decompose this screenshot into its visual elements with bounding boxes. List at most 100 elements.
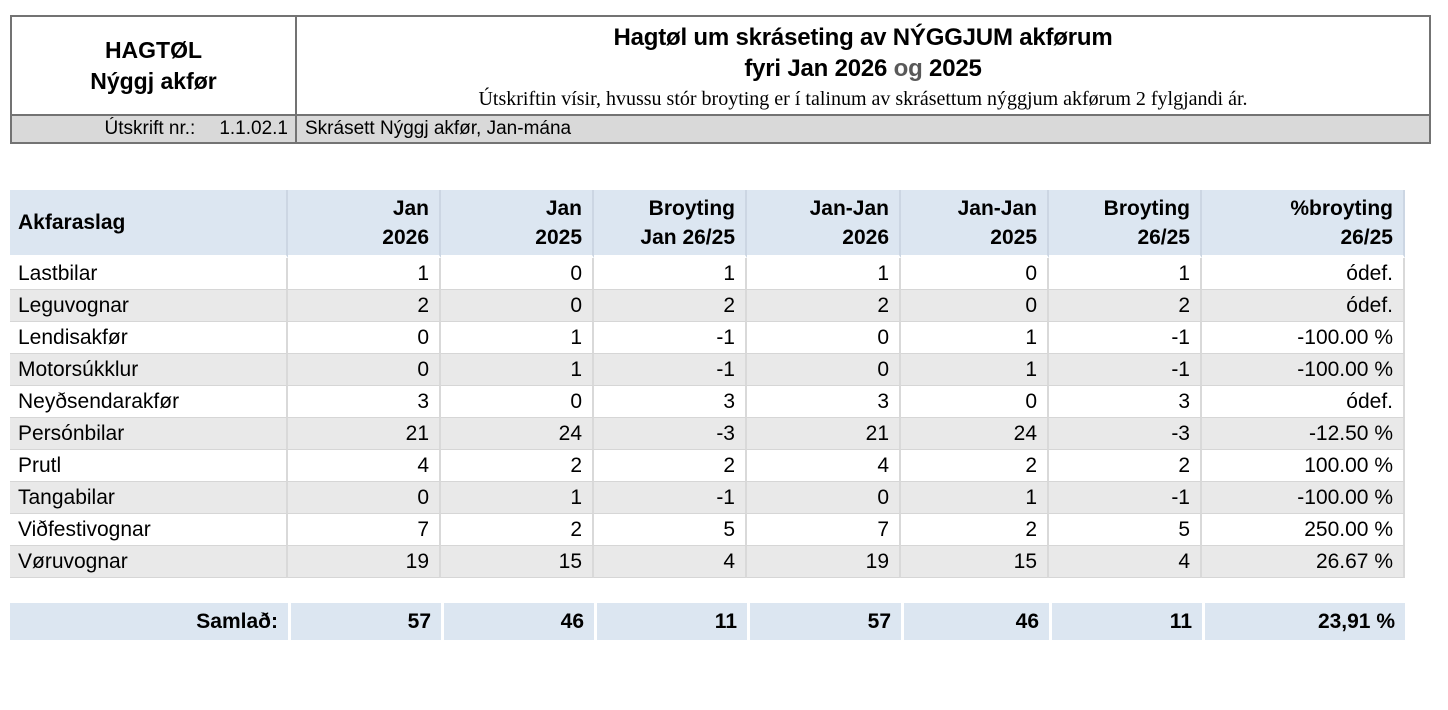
value-cell: 250.00 % — [1202, 514, 1405, 546]
row-label-cell: Lastbilar — [10, 258, 288, 290]
column-header: Akfaraslag — [10, 190, 288, 258]
column-header: %broyting 26/25 — [1202, 190, 1405, 258]
table-row: Tangabilar 0 1 -1 0 1 -1 -100.00 % — [10, 482, 1405, 514]
table-row: Lendisakfør 0 1 -1 0 1 -1 -100.00 % — [10, 322, 1405, 354]
table-row: Viðfestivognar 7 2 5 7 2 5 250.00 % — [10, 514, 1405, 546]
table-row: Prutl 4 2 2 4 2 2 100.00 % — [10, 450, 1405, 482]
value-cell: 15 — [441, 546, 594, 578]
table-row: Neyðsendarakfør 3 0 3 3 0 3 ódef. — [10, 386, 1405, 418]
value-cell: 1 — [288, 258, 441, 290]
row-label-cell: Viðfestivognar — [10, 514, 288, 546]
row-label-cell: Vøruvognar — [10, 546, 288, 578]
value-cell: 1 — [441, 354, 594, 386]
value-cell: 3 — [594, 386, 747, 418]
print-description: Skrásett Nýggj akfør, Jan-mána — [305, 118, 572, 139]
value-cell: 2 — [901, 514, 1049, 546]
value-cell: 21 — [288, 418, 441, 450]
total-value-cell: 57 — [288, 603, 441, 640]
row-label-cell: Neyðsendarakfør — [10, 386, 288, 418]
value-cell: 1 — [747, 258, 901, 290]
table-row: Leguvognar 2 0 2 2 0 2 ódef. — [10, 290, 1405, 322]
value-cell: 0 — [288, 354, 441, 386]
value-cell: -3 — [594, 418, 747, 450]
value-cell: 2 — [441, 514, 594, 546]
statistics-table-header: Akfaraslag Jan 2026 Jan 2025 Broyting Jan 26/2… — [10, 190, 1405, 258]
report-title: Hagtøl um skráseting av NÝGGJUM akførum — [613, 24, 1113, 51]
value-cell: 0 — [441, 386, 594, 418]
value-cell: 19 — [288, 546, 441, 578]
value-cell: 2 — [594, 290, 747, 322]
value-cell: 1 — [441, 322, 594, 354]
print-number-label: Útskrift nr.: — [104, 118, 196, 139]
row-label-cell: Lendisakfør — [10, 322, 288, 354]
value-cell: -3 — [1049, 418, 1202, 450]
print-number: Útskrift nr.: 1.1.02.1 — [12, 116, 297, 142]
period-part1: fyri Jan 2026 — [744, 55, 894, 82]
value-cell: 21 — [747, 418, 901, 450]
value-cell: 0 — [901, 258, 1049, 290]
value-cell: -1 — [594, 482, 747, 514]
value-cell: 5 — [1049, 514, 1202, 546]
org-title-line1: HAGTØL — [104, 36, 203, 63]
table-row: Vøruvognar 19 15 4 19 15 4 26.67 % — [10, 546, 1405, 578]
value-cell: 1 — [594, 258, 747, 290]
value-cell: -100.00 % — [1202, 482, 1405, 514]
value-cell: 2 — [441, 450, 594, 482]
value-cell: 7 — [288, 514, 441, 546]
value-cell: ódef. — [1202, 258, 1405, 290]
column-header: Jan 2026 — [288, 190, 441, 258]
value-cell: 5 — [594, 514, 747, 546]
value-cell: -100.00 % — [1202, 354, 1405, 386]
value-cell: ódef. — [1202, 290, 1405, 322]
value-cell: 0 — [747, 354, 901, 386]
total-value-cell: 46 — [901, 603, 1049, 640]
value-cell: 26.67 % — [1202, 546, 1405, 578]
value-cell: 3 — [747, 386, 901, 418]
value-cell: -1 — [594, 354, 747, 386]
value-cell: 4 — [1049, 546, 1202, 578]
value-cell: 24 — [901, 418, 1049, 450]
report-title-period: fyri Jan 2026 og 2025 — [744, 53, 981, 84]
value-cell: -1 — [1049, 482, 1202, 514]
value-cell: 4 — [288, 450, 441, 482]
total-value-cell: 11 — [594, 603, 747, 640]
table-row: Lastbilar 1 0 1 1 0 1 ódef. — [10, 258, 1405, 290]
totals-table: Samlað: 57 46 11 57 46 11 23,91 % — [10, 603, 1405, 640]
total-value-cell: 46 — [441, 603, 594, 640]
value-cell: 0 — [288, 482, 441, 514]
value-cell: 1 — [441, 482, 594, 514]
org-title-line2: Nýggj akfør — [90, 67, 217, 94]
value-cell: 2 — [288, 290, 441, 322]
value-cell: 0 — [441, 290, 594, 322]
header-row: Akfaraslag Jan 2026 Jan 2025 Broyting Jan 26/2… — [10, 190, 1405, 258]
value-cell: 2 — [594, 450, 747, 482]
column-header: Broyting 26/25 — [1049, 190, 1202, 258]
row-label-cell: Prutl — [10, 450, 288, 482]
value-cell: 4 — [747, 450, 901, 482]
value-cell: -1 — [1049, 322, 1202, 354]
value-cell: 1 — [901, 482, 1049, 514]
row-label-cell: Persónbilar — [10, 418, 288, 450]
value-cell: 19 — [747, 546, 901, 578]
value-cell: 4 — [594, 546, 747, 578]
value-cell: 0 — [747, 482, 901, 514]
totals-row: Samlað: 57 46 11 57 46 11 23,91 % — [10, 603, 1405, 640]
report-org-title: HAGTØL Nýggj akfør — [12, 17, 297, 114]
value-cell: 1 — [901, 322, 1049, 354]
row-label-cell: Tangabilar — [10, 482, 288, 514]
row-label-cell: Motorsúkklur — [10, 354, 288, 386]
report-header-strip: Útskrift nr.: 1.1.02.1 Skrásett Nýggj akf… — [12, 114, 1429, 142]
table-row: Motorsúkklur 0 1 -1 0 1 -1 -100.00 % — [10, 354, 1405, 386]
value-cell: 0 — [747, 322, 901, 354]
report-subtitle: Útskriftin vísir, hvussu stór broyting e… — [478, 88, 1248, 110]
total-value-cell: 23,91 % — [1202, 603, 1405, 640]
table-row: Persónbilar 21 24 -3 21 24 -3 -12.50 % — [10, 418, 1405, 450]
value-cell: 3 — [1049, 386, 1202, 418]
value-cell: 0 — [441, 258, 594, 290]
totals-label-cell: Samlað: — [10, 603, 288, 640]
value-cell: 2 — [747, 290, 901, 322]
column-header: Jan-Jan 2025 — [901, 190, 1049, 258]
value-cell: 24 — [441, 418, 594, 450]
value-cell: 0 — [901, 386, 1049, 418]
value-cell: 1 — [1049, 258, 1202, 290]
